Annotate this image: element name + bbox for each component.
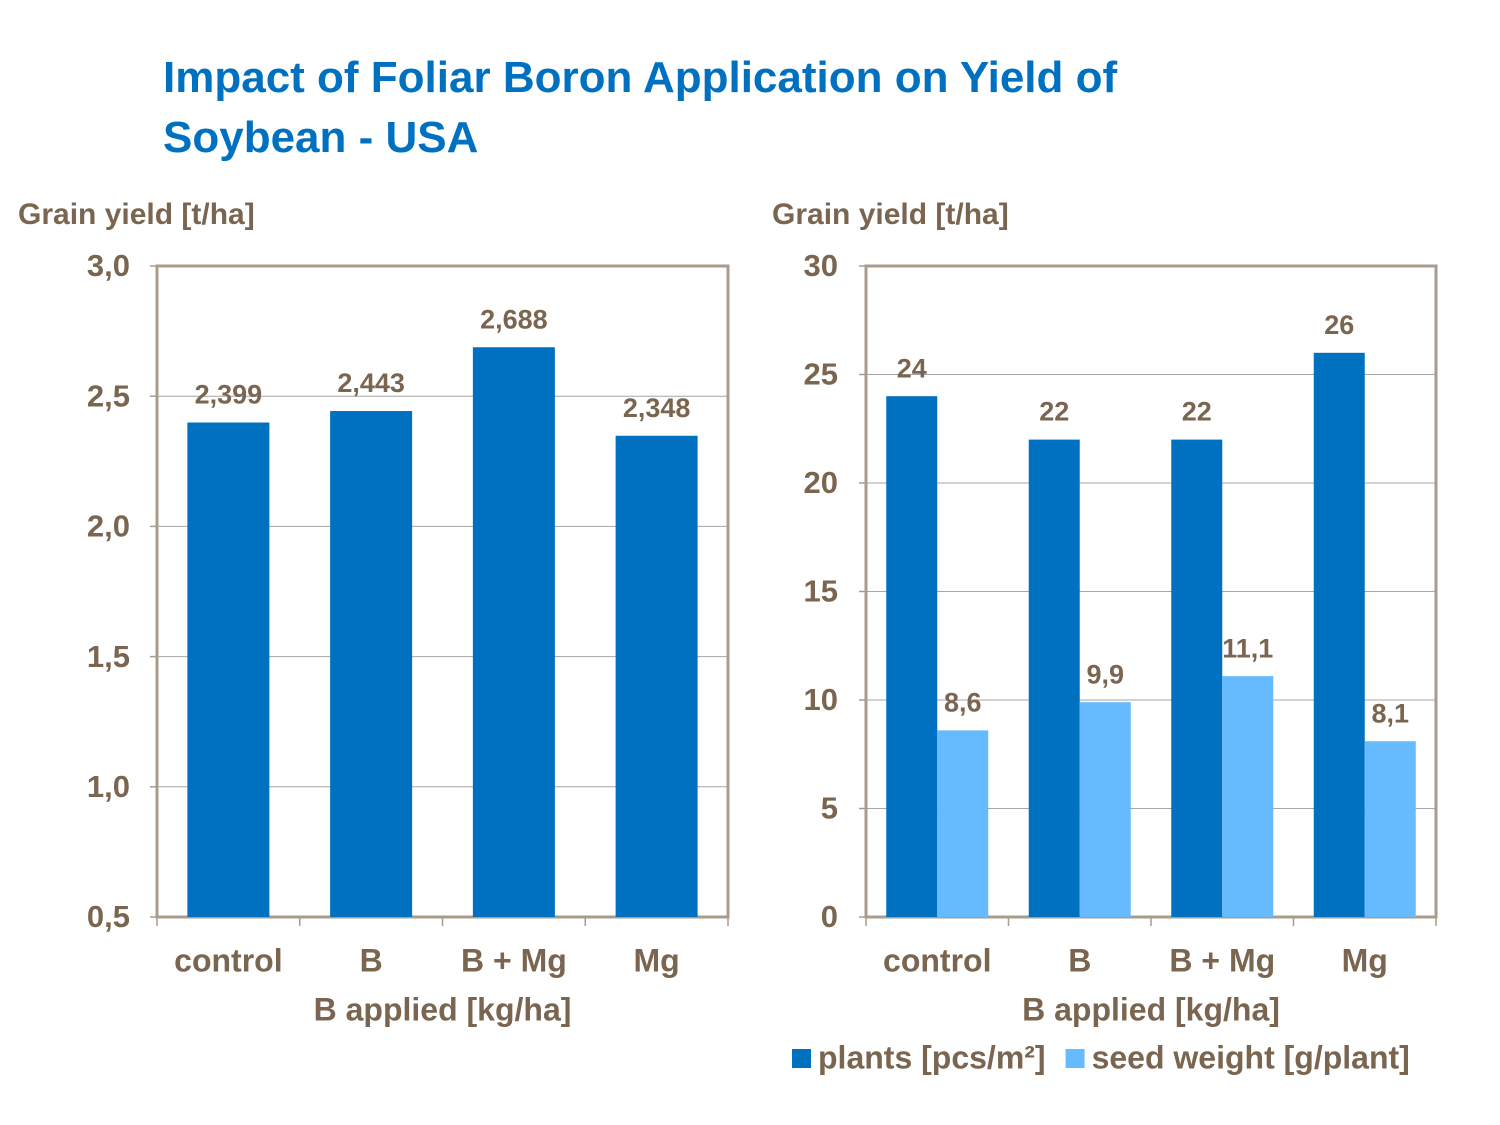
bar — [330, 411, 413, 917]
legend-label: plants [pcs/m²] — [818, 1039, 1046, 1075]
legend-swatch — [1065, 1049, 1085, 1068]
bar — [472, 347, 555, 917]
bar — [886, 396, 938, 917]
x-tick-label: B + Mg — [461, 942, 567, 978]
bar — [1364, 741, 1416, 917]
x-tick-label: Mg — [1342, 942, 1388, 978]
page-title: Impact of Foliar Boron Application on Yi… — [163, 53, 1118, 162]
x-tick-label: B + Mg — [1169, 942, 1275, 978]
y-axis-label: Grain yield [t/ha] — [18, 198, 255, 231]
value-label: 22 — [1182, 397, 1212, 427]
bar — [1313, 352, 1365, 917]
x-axis-label: B applied [kg/ha] — [314, 991, 572, 1027]
y-tick-label: 25 — [804, 357, 838, 392]
x-tick-label: B — [1068, 942, 1091, 978]
y-tick-label: 30 — [804, 248, 838, 283]
y-tick-label: 0,5 — [87, 899, 130, 934]
y-axis-label: Grain yield [t/ha] — [772, 198, 1009, 231]
value-label: 2,399 — [195, 380, 263, 410]
y-tick-label: 1,5 — [87, 639, 130, 674]
bar — [1079, 702, 1131, 917]
bar — [1028, 439, 1080, 917]
y-tick-label: 3,0 — [87, 248, 130, 283]
x-tick-label: control — [883, 942, 991, 978]
legend-label: seed weight [g/plant] — [1092, 1039, 1410, 1075]
value-label: 26 — [1324, 310, 1354, 340]
legend-swatch — [792, 1049, 811, 1068]
y-tick-label: 2,5 — [87, 378, 130, 413]
bar — [937, 730, 989, 917]
y-tick-label: 2,0 — [87, 509, 130, 544]
y-tick-label: 5 — [821, 791, 838, 826]
x-axis-label: B applied [kg/ha] — [1022, 991, 1280, 1027]
value-label: 8,1 — [1371, 698, 1409, 728]
value-label: 2,688 — [480, 304, 548, 334]
x-tick-label: Mg — [634, 942, 680, 978]
value-label: 8,6 — [944, 688, 982, 718]
bar — [187, 422, 270, 917]
x-tick-label: control — [174, 942, 282, 978]
x-tick-label: B — [360, 942, 383, 978]
value-label: 2,443 — [337, 368, 405, 398]
y-tick-label: 10 — [804, 682, 838, 717]
value-label: 22 — [1039, 397, 1069, 427]
value-label: 24 — [897, 353, 927, 383]
value-label: 2,348 — [623, 393, 691, 423]
bar — [1171, 439, 1223, 917]
y-tick-label: 0 — [821, 899, 838, 934]
y-tick-label: 1,0 — [87, 769, 130, 804]
value-label: 11,1 — [1222, 633, 1273, 663]
bar — [615, 435, 698, 917]
value-label: 9,9 — [1086, 659, 1124, 689]
y-tick-label: 15 — [804, 574, 838, 609]
bar — [1222, 676, 1274, 917]
y-tick-label: 20 — [804, 465, 838, 500]
